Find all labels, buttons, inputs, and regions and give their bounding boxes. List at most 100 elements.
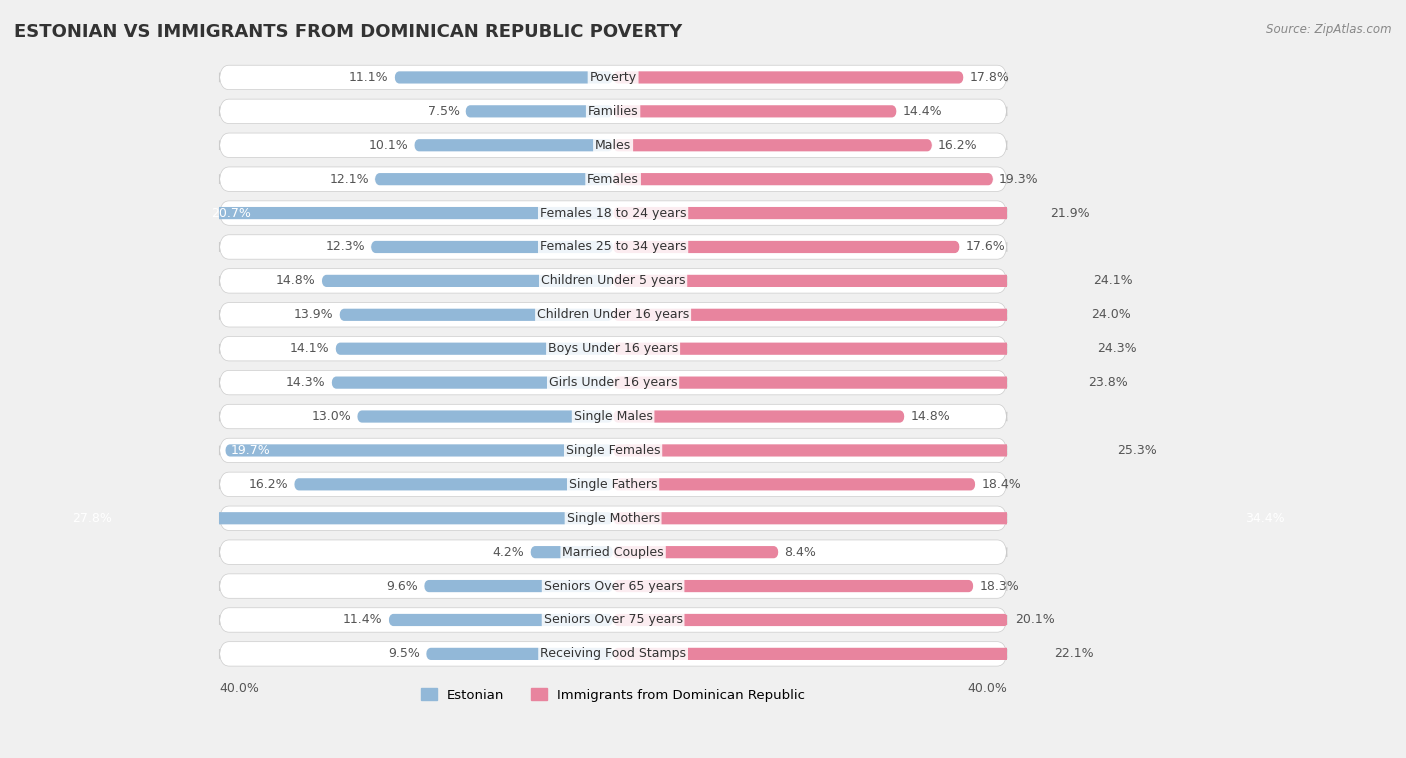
FancyBboxPatch shape bbox=[219, 268, 1007, 293]
FancyBboxPatch shape bbox=[395, 71, 613, 83]
FancyBboxPatch shape bbox=[219, 99, 1007, 124]
Text: 22.1%: 22.1% bbox=[1054, 647, 1094, 660]
FancyBboxPatch shape bbox=[219, 65, 1007, 89]
FancyBboxPatch shape bbox=[219, 642, 1007, 666]
Text: 14.1%: 14.1% bbox=[290, 342, 329, 356]
FancyBboxPatch shape bbox=[219, 608, 1007, 632]
Text: 14.3%: 14.3% bbox=[285, 376, 326, 389]
Text: 14.8%: 14.8% bbox=[276, 274, 316, 287]
FancyBboxPatch shape bbox=[613, 71, 963, 83]
FancyBboxPatch shape bbox=[415, 139, 613, 152]
Text: Seniors Over 65 years: Seniors Over 65 years bbox=[544, 580, 682, 593]
FancyBboxPatch shape bbox=[219, 337, 1007, 361]
Text: Females 25 to 34 years: Females 25 to 34 years bbox=[540, 240, 686, 253]
FancyBboxPatch shape bbox=[613, 444, 1111, 456]
FancyBboxPatch shape bbox=[219, 201, 1007, 225]
Text: 16.2%: 16.2% bbox=[249, 478, 288, 491]
Text: 18.3%: 18.3% bbox=[980, 580, 1019, 593]
Text: 17.8%: 17.8% bbox=[970, 71, 1010, 84]
FancyBboxPatch shape bbox=[66, 512, 613, 525]
Text: 16.2%: 16.2% bbox=[938, 139, 977, 152]
FancyBboxPatch shape bbox=[322, 275, 613, 287]
Text: 8.4%: 8.4% bbox=[785, 546, 817, 559]
Text: 9.5%: 9.5% bbox=[388, 647, 420, 660]
FancyBboxPatch shape bbox=[613, 343, 1091, 355]
FancyBboxPatch shape bbox=[357, 410, 613, 423]
Text: Single Males: Single Males bbox=[574, 410, 652, 423]
Text: ESTONIAN VS IMMIGRANTS FROM DOMINICAN REPUBLIC POVERTY: ESTONIAN VS IMMIGRANTS FROM DOMINICAN RE… bbox=[14, 23, 682, 41]
Text: Females 18 to 24 years: Females 18 to 24 years bbox=[540, 207, 686, 220]
FancyBboxPatch shape bbox=[613, 309, 1085, 321]
Text: 12.1%: 12.1% bbox=[329, 173, 368, 186]
Text: 20.7%: 20.7% bbox=[211, 207, 252, 220]
Text: Girls Under 16 years: Girls Under 16 years bbox=[548, 376, 678, 389]
Text: Children Under 5 years: Children Under 5 years bbox=[541, 274, 685, 287]
FancyBboxPatch shape bbox=[205, 207, 613, 219]
FancyBboxPatch shape bbox=[219, 371, 1007, 395]
Text: Poverty: Poverty bbox=[589, 71, 637, 84]
Legend: Estonian, Immigrants from Dominican Republic: Estonian, Immigrants from Dominican Repu… bbox=[416, 683, 811, 707]
FancyBboxPatch shape bbox=[336, 343, 613, 355]
FancyBboxPatch shape bbox=[219, 540, 1007, 565]
FancyBboxPatch shape bbox=[388, 614, 613, 626]
FancyBboxPatch shape bbox=[613, 241, 960, 253]
Text: 25.3%: 25.3% bbox=[1118, 444, 1157, 457]
FancyBboxPatch shape bbox=[613, 207, 1045, 219]
Text: Females: Females bbox=[588, 173, 640, 186]
FancyBboxPatch shape bbox=[613, 648, 1049, 660]
Text: 24.0%: 24.0% bbox=[1091, 309, 1132, 321]
FancyBboxPatch shape bbox=[425, 580, 613, 592]
Text: Single Females: Single Females bbox=[565, 444, 661, 457]
Text: 10.1%: 10.1% bbox=[368, 139, 408, 152]
FancyBboxPatch shape bbox=[613, 173, 993, 185]
FancyBboxPatch shape bbox=[613, 377, 1081, 389]
FancyBboxPatch shape bbox=[225, 444, 613, 456]
Text: Source: ZipAtlas.com: Source: ZipAtlas.com bbox=[1267, 23, 1392, 36]
Text: Single Mothers: Single Mothers bbox=[567, 512, 659, 525]
FancyBboxPatch shape bbox=[219, 574, 1007, 598]
FancyBboxPatch shape bbox=[219, 133, 1007, 158]
FancyBboxPatch shape bbox=[332, 377, 613, 389]
FancyBboxPatch shape bbox=[375, 173, 613, 185]
FancyBboxPatch shape bbox=[219, 404, 1007, 429]
Text: Receiving Food Stamps: Receiving Food Stamps bbox=[540, 647, 686, 660]
Text: 14.4%: 14.4% bbox=[903, 105, 942, 117]
Text: 12.3%: 12.3% bbox=[325, 240, 366, 253]
Text: 19.7%: 19.7% bbox=[231, 444, 271, 457]
FancyBboxPatch shape bbox=[613, 275, 1088, 287]
Text: 40.0%: 40.0% bbox=[219, 681, 259, 694]
Text: 24.1%: 24.1% bbox=[1094, 274, 1133, 287]
FancyBboxPatch shape bbox=[426, 648, 613, 660]
Text: 24.3%: 24.3% bbox=[1098, 342, 1137, 356]
FancyBboxPatch shape bbox=[465, 105, 613, 117]
Text: Children Under 16 years: Children Under 16 years bbox=[537, 309, 689, 321]
FancyBboxPatch shape bbox=[530, 546, 613, 558]
Text: 4.2%: 4.2% bbox=[492, 546, 524, 559]
FancyBboxPatch shape bbox=[613, 105, 897, 117]
Text: 19.3%: 19.3% bbox=[1000, 173, 1039, 186]
FancyBboxPatch shape bbox=[339, 309, 613, 321]
FancyBboxPatch shape bbox=[371, 241, 613, 253]
FancyBboxPatch shape bbox=[219, 506, 1007, 531]
FancyBboxPatch shape bbox=[294, 478, 613, 490]
Text: 7.5%: 7.5% bbox=[427, 105, 460, 117]
FancyBboxPatch shape bbox=[613, 478, 976, 490]
FancyBboxPatch shape bbox=[613, 614, 1010, 626]
Text: Seniors Over 75 years: Seniors Over 75 years bbox=[544, 613, 682, 626]
Text: 20.1%: 20.1% bbox=[1015, 613, 1054, 626]
Text: 11.4%: 11.4% bbox=[343, 613, 382, 626]
FancyBboxPatch shape bbox=[613, 139, 932, 152]
Text: 23.8%: 23.8% bbox=[1088, 376, 1128, 389]
Text: 13.0%: 13.0% bbox=[312, 410, 352, 423]
Text: Boys Under 16 years: Boys Under 16 years bbox=[548, 342, 678, 356]
Text: 9.6%: 9.6% bbox=[387, 580, 418, 593]
Text: 40.0%: 40.0% bbox=[967, 681, 1007, 694]
Text: 18.4%: 18.4% bbox=[981, 478, 1021, 491]
Text: 34.4%: 34.4% bbox=[1244, 512, 1285, 525]
Text: Families: Families bbox=[588, 105, 638, 117]
FancyBboxPatch shape bbox=[613, 546, 779, 558]
FancyBboxPatch shape bbox=[613, 580, 973, 592]
Text: 13.9%: 13.9% bbox=[294, 309, 333, 321]
Text: 27.8%: 27.8% bbox=[72, 512, 111, 525]
Text: 21.9%: 21.9% bbox=[1050, 207, 1090, 220]
